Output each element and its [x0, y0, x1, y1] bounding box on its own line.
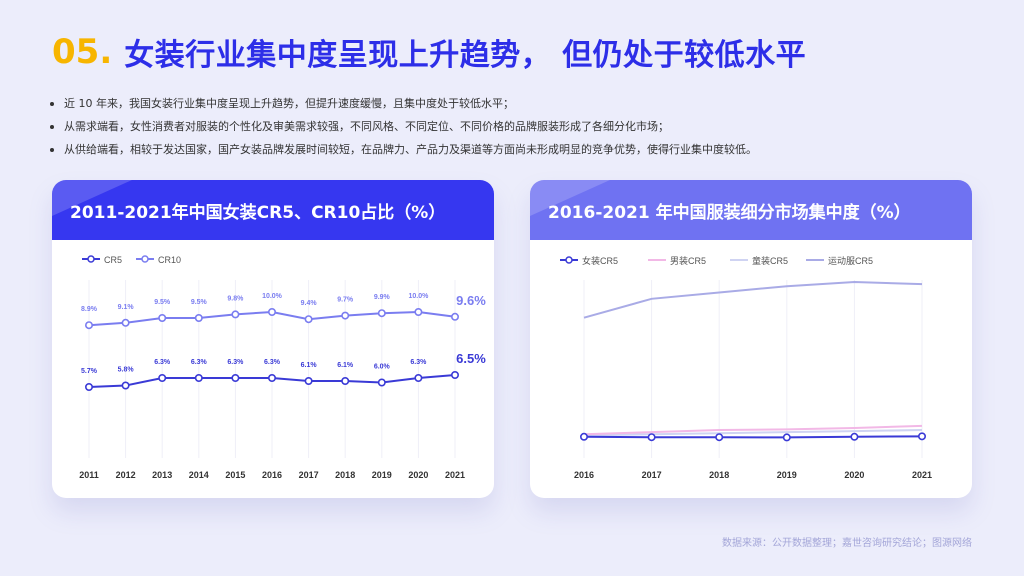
legend-label: 童装CR5 [752, 255, 788, 266]
series-line [583, 424, 923, 436]
data-point-cr5 [268, 374, 277, 383]
x-tick-label: 2020 [844, 470, 864, 480]
x-tick-label: 2021 [912, 470, 932, 480]
data-point-cr10 [377, 309, 386, 318]
title-text: 女装行业集中度呈现上升趋势， 但仍处于较低水平 [124, 38, 807, 73]
data-label-cr5: 6.3% [410, 359, 427, 366]
legend-label: 运动服CR5 [828, 256, 873, 266]
data-point-cr5 [231, 374, 240, 383]
chart-card-header: 2011-2021年中国女装CR5、CR10占比（%） [52, 180, 494, 240]
legend-marker [565, 256, 573, 264]
header-background [52, 180, 494, 240]
data-label-cr10: 9.1% [118, 304, 135, 311]
data-label-cr10: 8.9% [81, 306, 98, 313]
title-number: 05. [52, 32, 113, 72]
x-tick-label: 2015 [225, 470, 245, 480]
data-label-cr10: 10.0% [408, 293, 429, 300]
data-label-cr10: 9.7% [337, 297, 354, 304]
data-point [579, 432, 588, 441]
x-tick-label: 2012 [116, 470, 136, 480]
chart-title: 2016-2021 年中国服装细分市场集中度（%） [548, 203, 911, 223]
data-label-cr10: 9.4% [301, 300, 318, 307]
data-label-cr10: 9.5% [191, 299, 208, 306]
x-tick-label: 2013 [152, 470, 172, 480]
bullet-item: 从需求端看，女性消费者对服装的个性化及审美需求较强，不同风格、不同定位、不同价格… [48, 115, 978, 138]
chart-card-womenswear-cr: 2011-2021年中国女装CR5、CR10占比（%） CR5 CR10 8.9% 9… [52, 180, 494, 498]
data-point-cr10 [341, 311, 350, 320]
x-tick-label: 2020 [408, 470, 428, 480]
chart-card-header: 2016-2021 年中国服装细分市场集中度（%） [530, 180, 972, 240]
legend-label: CR5 [104, 255, 122, 265]
bullet-item: 近 10 年来，我国女装行业集中度呈现上升趋势，但提升速度缓慢，且集中度处于较低… [48, 92, 978, 115]
legend-label: CR10 [158, 255, 181, 265]
x-tick-label: 2018 [335, 470, 355, 480]
legend-marker [141, 255, 149, 263]
data-point-cr10 [414, 308, 423, 317]
x-tick-label: 2019 [777, 470, 797, 480]
header-background [530, 180, 972, 240]
data-point-cr10 [231, 310, 240, 319]
chart-card-segment-concentration: 2016-2021 年中国服装细分市场集中度（%） 女装CR5 男装CR5 童装CR… [530, 180, 972, 498]
data-point-cr5 [121, 381, 130, 390]
x-tick-label: 2014 [189, 470, 209, 480]
series-line [583, 435, 923, 439]
data-label-cr10: 10.0% [262, 293, 283, 300]
data-label-cr5: 6.5% [456, 351, 486, 366]
data-point-cr5 [158, 374, 167, 383]
data-source-note: 数据来源：公开数据整理；嘉世咨询研究结论；图源网络 [722, 538, 972, 549]
data-point-cr10 [268, 308, 277, 317]
data-label-cr5: 6.1% [301, 362, 318, 369]
data-point-cr10 [84, 321, 93, 330]
data-point-cr10 [450, 312, 459, 321]
data-point-cr5 [341, 377, 350, 386]
data-point-cr5 [377, 378, 386, 387]
data-point-cr5 [304, 377, 313, 386]
data-label-cr10: 9.8% [227, 295, 244, 302]
data-point [850, 432, 859, 441]
data-point-cr10 [194, 314, 203, 323]
chart-title: 2011-2021年中国女装CR5、CR10占比（%） [70, 203, 446, 223]
data-point-cr5 [84, 383, 93, 392]
data-point-cr5 [450, 371, 459, 380]
line-chart-segments: 女装CR5 男装CR5 童装CR5 运动服CR5 2016 2017 2018 2019 202… [560, 255, 932, 480]
line-chart-cr5-cr10: CR5 CR10 8.9% 9.1% 9.5% 9.5% 9.8% 10.0% 9.4% 9.7%… [79, 255, 486, 480]
x-tick-label: 2011 [79, 470, 99, 480]
data-point-cr10 [121, 318, 130, 327]
data-point-cr10 [304, 315, 313, 324]
data-point-cr5 [194, 374, 203, 383]
bullet-item: 从供给端看，相较于发达国家，国产女装品牌发展时间较短，在品牌力、产品力及渠道等方… [48, 138, 978, 161]
data-point [715, 433, 724, 442]
data-point-cr10 [158, 314, 167, 323]
data-label-cr5: 5.7% [81, 368, 98, 375]
data-point [917, 432, 926, 441]
x-tick-label: 2016 [574, 470, 594, 480]
data-label-cr10: 9.6% [456, 293, 486, 308]
data-point [782, 433, 791, 442]
series-line [583, 429, 923, 437]
data-label-cr5: 6.3% [227, 359, 244, 366]
x-tick-label: 2017 [642, 470, 662, 480]
data-label-cr5: 6.0% [374, 364, 391, 371]
x-tick-label: 2021 [445, 470, 465, 480]
data-label-cr10: 9.9% [374, 294, 391, 301]
data-label-cr10: 9.5% [154, 299, 171, 306]
x-tick-label: 2019 [372, 470, 392, 480]
data-label-cr5: 5.8% [118, 367, 135, 374]
bullet-list: 近 10 年来，我国女装行业集中度呈现上升趋势，但提升速度缓慢，且集中度处于较低… [48, 92, 978, 161]
data-label-cr5: 6.1% [337, 362, 354, 369]
x-tick-label: 2018 [709, 470, 729, 480]
data-point [647, 433, 656, 442]
data-label-cr5: 6.3% [191, 359, 208, 366]
legend-label: 女装CR5 [582, 255, 618, 266]
data-label-cr5: 6.3% [154, 359, 171, 366]
data-point-cr5 [414, 374, 423, 383]
page-title: 05. 女装行业集中度呈现上升趋势， 但仍处于较低水平 [52, 30, 806, 74]
legend-marker [87, 255, 95, 263]
series-line [583, 280, 923, 319]
data-label-cr5: 6.3% [264, 359, 281, 366]
x-tick-label: 2016 [262, 470, 282, 480]
x-tick-label: 2017 [299, 470, 319, 480]
legend-label: 男装CR5 [670, 255, 706, 266]
